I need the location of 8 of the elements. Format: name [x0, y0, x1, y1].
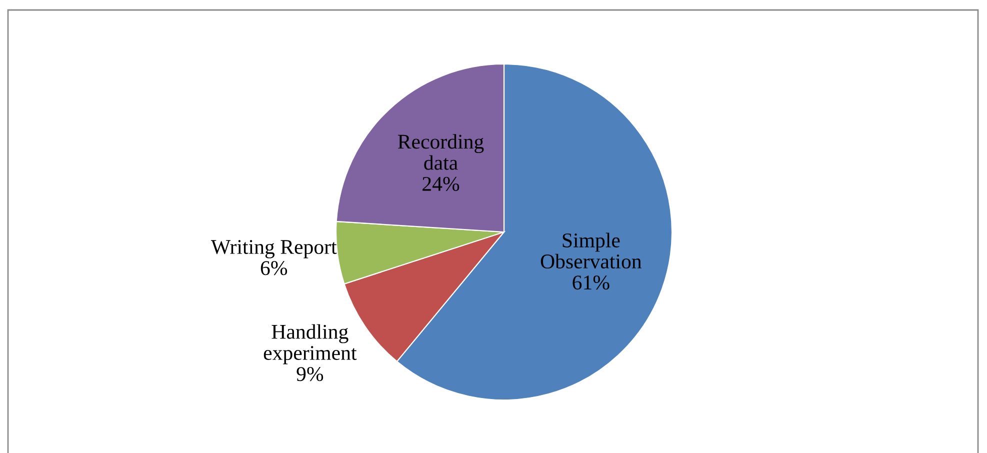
data-label: 24% — [422, 176, 460, 192]
slice-label: Handling experiment — [264, 324, 357, 364]
data-label: 9% — [296, 367, 324, 382]
slice-label: Simple Observation — [540, 232, 642, 269]
slice-label: Recording data — [398, 134, 484, 170]
slice-label: Writing Report — [210, 240, 337, 258]
data-label: 6% — [260, 261, 288, 276]
data-label: 61% — [572, 276, 610, 290]
